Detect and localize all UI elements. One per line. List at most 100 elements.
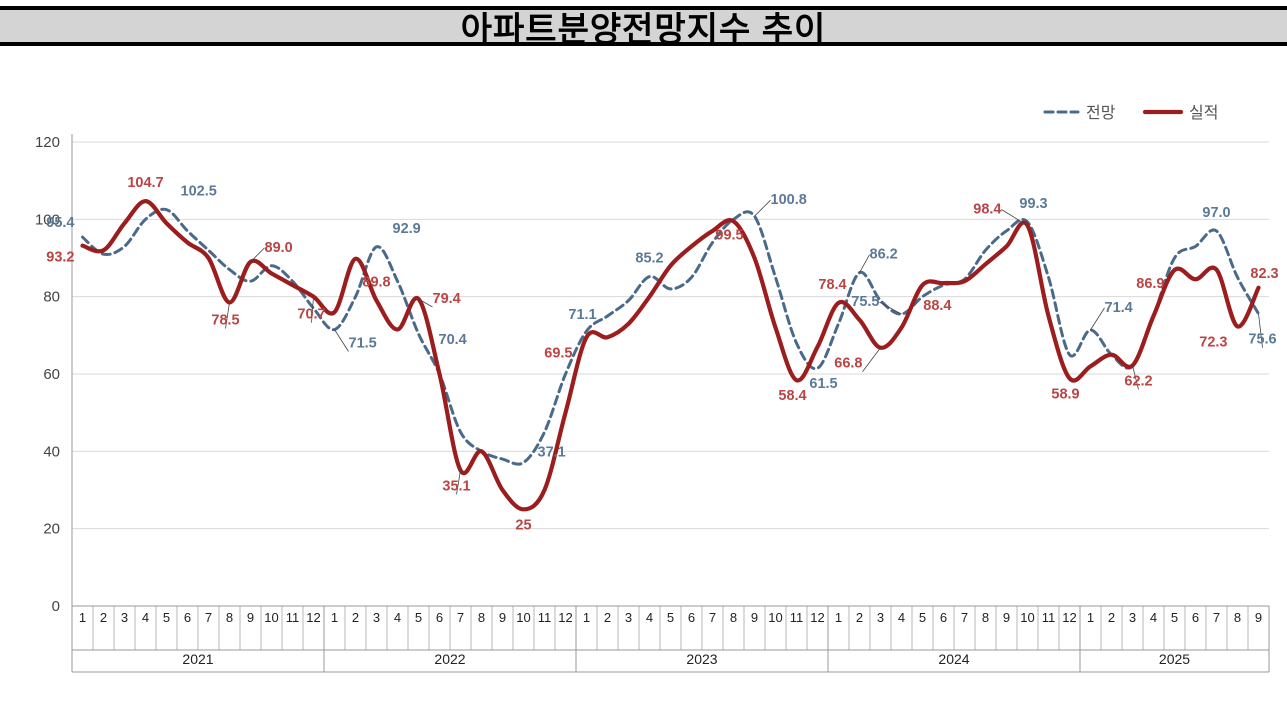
- svg-text:75.6: 75.6: [1248, 332, 1276, 348]
- svg-text:5: 5: [163, 610, 170, 625]
- svg-text:4: 4: [898, 610, 905, 625]
- svg-text:2022: 2022: [434, 651, 465, 667]
- svg-text:2: 2: [100, 610, 107, 625]
- svg-text:75.5: 75.5: [851, 294, 879, 310]
- svg-text:25: 25: [515, 517, 531, 533]
- svg-text:58.4: 58.4: [778, 388, 806, 404]
- svg-text:1: 1: [835, 610, 842, 625]
- svg-text:9: 9: [499, 610, 506, 625]
- svg-text:71.1: 71.1: [568, 307, 596, 323]
- svg-text:70.7: 70.7: [297, 307, 325, 323]
- svg-text:12: 12: [810, 610, 824, 625]
- svg-text:5: 5: [667, 610, 674, 625]
- svg-text:3: 3: [625, 610, 632, 625]
- svg-text:71.5: 71.5: [349, 336, 377, 352]
- svg-text:60: 60: [43, 366, 60, 383]
- svg-text:1: 1: [79, 610, 86, 625]
- svg-text:7: 7: [457, 610, 464, 625]
- svg-text:9: 9: [1003, 610, 1010, 625]
- svg-text:10: 10: [264, 610, 278, 625]
- svg-text:11: 11: [790, 610, 804, 625]
- svg-text:5: 5: [415, 610, 422, 625]
- svg-text:3: 3: [373, 610, 380, 625]
- svg-text:11: 11: [286, 610, 300, 625]
- svg-text:86.9: 86.9: [1136, 276, 1164, 292]
- svg-text:2: 2: [604, 610, 611, 625]
- svg-text:10: 10: [1020, 610, 1034, 625]
- svg-text:4: 4: [142, 610, 149, 625]
- svg-text:5: 5: [919, 610, 926, 625]
- svg-text:72.3: 72.3: [1199, 334, 1227, 350]
- svg-text:2: 2: [856, 610, 863, 625]
- svg-text:5: 5: [1171, 610, 1178, 625]
- svg-text:99.3: 99.3: [1019, 196, 1047, 212]
- svg-text:9: 9: [751, 610, 758, 625]
- svg-text:92.9: 92.9: [393, 221, 421, 237]
- svg-text:11: 11: [1042, 610, 1056, 625]
- svg-text:98.4: 98.4: [973, 202, 1001, 218]
- svg-text:8: 8: [478, 610, 485, 625]
- svg-text:2023: 2023: [686, 651, 717, 667]
- svg-text:89.8: 89.8: [362, 275, 390, 291]
- svg-text:102.5: 102.5: [181, 184, 217, 200]
- svg-text:82.3: 82.3: [1250, 266, 1278, 282]
- svg-text:10: 10: [768, 610, 782, 625]
- svg-text:3: 3: [877, 610, 884, 625]
- svg-text:실적: 실적: [1189, 104, 1218, 122]
- svg-text:86.2: 86.2: [870, 247, 898, 263]
- svg-text:100.8: 100.8: [771, 192, 807, 208]
- svg-text:12: 12: [558, 610, 572, 625]
- svg-text:2025: 2025: [1159, 651, 1190, 667]
- svg-text:71.4: 71.4: [1105, 300, 1133, 316]
- svg-text:37.1: 37.1: [538, 445, 566, 461]
- svg-text:7: 7: [205, 610, 212, 625]
- svg-text:7: 7: [1213, 610, 1220, 625]
- svg-text:78.4: 78.4: [818, 277, 846, 293]
- svg-text:2021: 2021: [182, 651, 213, 667]
- svg-text:4: 4: [646, 610, 653, 625]
- svg-text:8: 8: [730, 610, 737, 625]
- svg-text:35.1: 35.1: [442, 478, 470, 494]
- svg-text:89.0: 89.0: [265, 240, 293, 256]
- svg-text:88.4: 88.4: [923, 298, 951, 314]
- svg-text:6: 6: [1192, 610, 1199, 625]
- svg-text:8: 8: [226, 610, 233, 625]
- svg-text:8: 8: [1234, 610, 1241, 625]
- svg-text:전망: 전망: [1086, 104, 1116, 122]
- svg-text:70.4: 70.4: [439, 332, 467, 348]
- svg-text:0: 0: [52, 598, 60, 615]
- svg-text:9: 9: [247, 610, 254, 625]
- svg-text:6: 6: [184, 610, 191, 625]
- svg-text:7: 7: [709, 610, 716, 625]
- svg-text:4: 4: [394, 610, 401, 625]
- svg-text:97.0: 97.0: [1202, 205, 1230, 221]
- svg-text:2: 2: [352, 610, 359, 625]
- svg-text:4: 4: [1150, 610, 1157, 625]
- svg-text:62.2: 62.2: [1124, 373, 1152, 389]
- svg-text:85.2: 85.2: [635, 251, 663, 267]
- svg-text:40: 40: [43, 443, 60, 460]
- svg-text:6: 6: [940, 610, 947, 625]
- svg-text:6: 6: [436, 610, 443, 625]
- svg-text:1: 1: [583, 610, 590, 625]
- svg-text:6: 6: [688, 610, 695, 625]
- svg-text:3: 3: [121, 610, 128, 625]
- svg-text:11: 11: [538, 610, 552, 625]
- svg-text:2024: 2024: [938, 651, 969, 667]
- svg-text:8: 8: [982, 610, 989, 625]
- svg-text:104.7: 104.7: [127, 175, 163, 191]
- svg-text:1: 1: [331, 610, 338, 625]
- svg-text:12: 12: [1062, 610, 1076, 625]
- svg-text:79.4: 79.4: [433, 291, 461, 307]
- svg-text:78.5: 78.5: [211, 312, 239, 328]
- svg-text:93.2: 93.2: [46, 250, 74, 266]
- svg-text:20: 20: [43, 521, 60, 538]
- svg-text:7: 7: [961, 610, 968, 625]
- svg-text:10: 10: [516, 610, 530, 625]
- svg-text:9: 9: [1255, 610, 1262, 625]
- svg-text:12: 12: [306, 610, 320, 625]
- svg-text:120: 120: [35, 134, 60, 151]
- svg-text:99.5: 99.5: [715, 227, 743, 243]
- svg-text:58.9: 58.9: [1051, 386, 1079, 402]
- svg-text:3: 3: [1129, 610, 1136, 625]
